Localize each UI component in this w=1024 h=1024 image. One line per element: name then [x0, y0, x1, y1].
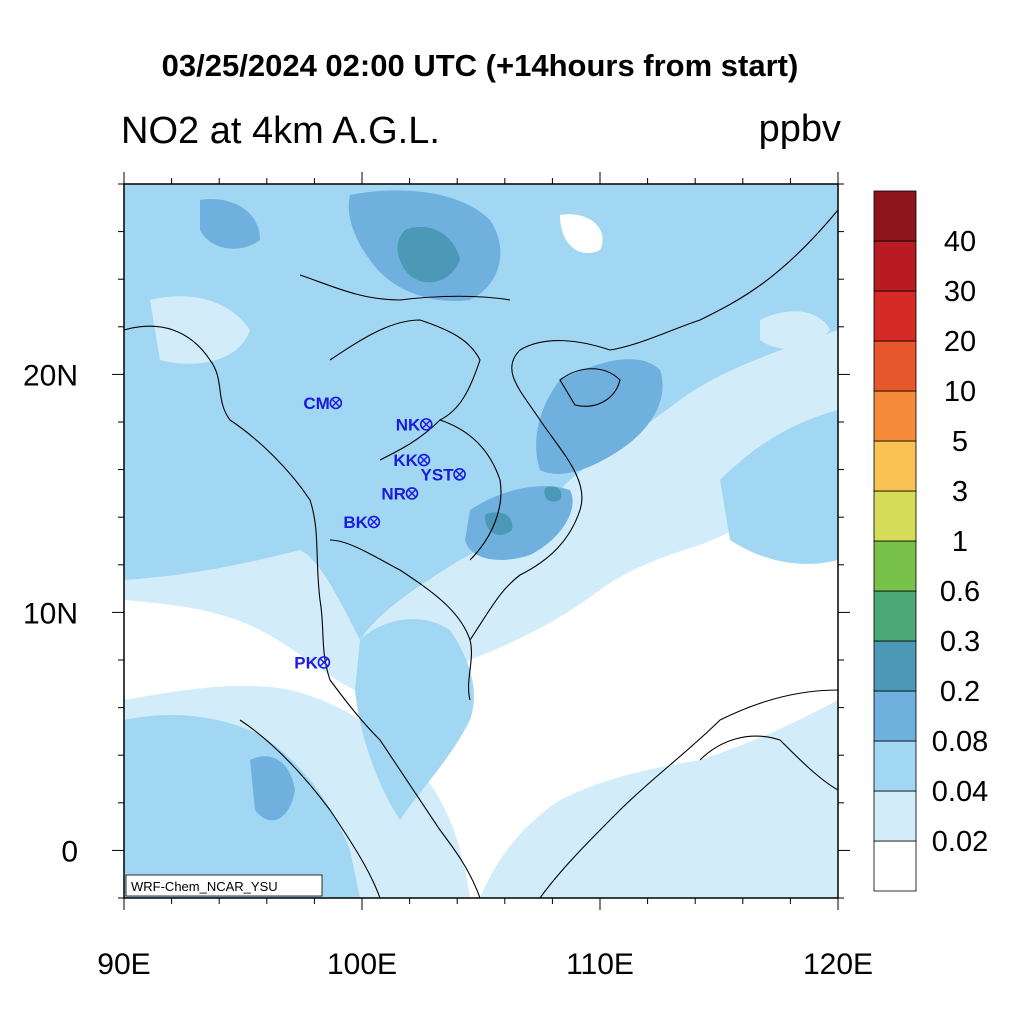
colorbar-label: 0.04 [932, 776, 988, 808]
colorbar-label: 20 [944, 326, 976, 358]
colorbar-bin [873, 690, 917, 742]
colorbar-bin [873, 640, 917, 692]
y-tick-label: 0 [61, 835, 78, 868]
station-label: NR [381, 484, 406, 503]
colorbar-label: 1 [952, 526, 968, 558]
colorbar-bin [873, 340, 917, 392]
map-title: 03/25/2024 02:00 UTC (+14hours from star… [161, 48, 799, 83]
colorbar-bin [873, 390, 917, 442]
variable-label: NO2 at 4km A.G.L. [121, 110, 440, 152]
colorbar-bin [873, 290, 917, 342]
station-nr: NR [381, 484, 419, 503]
station-label: PK [294, 653, 318, 672]
concentration-field [124, 184, 838, 898]
station-marker-icon [329, 396, 343, 410]
y-tick-label: 20N [23, 359, 78, 392]
colorbar-bin [873, 190, 917, 242]
colorbar-label: 5 [952, 426, 968, 458]
colorbar-bin [873, 740, 917, 792]
station-marker-icon [453, 468, 466, 481]
station-label: CM [303, 394, 329, 413]
colorbar-bin [873, 490, 917, 542]
x-tick-label: 100E [327, 948, 397, 981]
station-label: YST [421, 465, 455, 484]
colorbar-label: 0.08 [932, 726, 988, 758]
colorbar-label: 10 [944, 376, 976, 408]
colorbar-bin [873, 240, 917, 292]
station-label: BK [343, 513, 368, 532]
x-tick-label: 120E [803, 948, 873, 981]
station-marker-icon [317, 656, 331, 669]
longitude-labels: 90E 100E 110E 120E [97, 948, 873, 981]
colorbar: 0.02 0.04 0.08 0.2 0.3 0.6 1 3 5 10 20 30 40 [873, 190, 988, 892]
colorbar-label: 0.6 [940, 576, 980, 608]
station-label: NK [396, 415, 421, 434]
coastlines-borders [124, 209, 838, 898]
station-nk: NK [396, 415, 433, 434]
colorbar-label: 0.02 [932, 826, 988, 858]
station-kk: KK [393, 451, 431, 470]
station-marker-icon [367, 515, 381, 529]
colorbar-bin [873, 590, 917, 642]
station-cm: CM [303, 394, 343, 413]
station-yst: YST [421, 465, 466, 484]
colorbar-label: 0.3 [940, 626, 980, 658]
units-label: ppbv [758, 108, 841, 150]
map-frame [123, 183, 839, 899]
station-marker-icon [405, 487, 419, 500]
station-marker-icon [417, 453, 431, 467]
station-bk: BK [343, 513, 381, 532]
credit-text: WRF-Chem_NCAR_YSU [131, 879, 278, 894]
colorbar-bin [873, 440, 917, 492]
x-tick-label: 110E [566, 948, 634, 981]
y-tick-label: 10N [23, 597, 78, 630]
station-marker-icon [419, 418, 433, 431]
station-pk: PK [294, 653, 331, 672]
colorbar-label: 3 [952, 476, 968, 508]
colorbar-label: 0.2 [940, 676, 980, 708]
model-credit: WRF-Chem_NCAR_YSU [125, 874, 323, 897]
x-tick-label: 90E [97, 948, 150, 981]
latitude-labels: 0 10N 20N [23, 359, 78, 868]
station-label: KK [393, 451, 418, 470]
axis-ticks [112, 172, 850, 910]
colorbar-bin [873, 790, 917, 842]
colorbar-label: 40 [944, 226, 976, 258]
colorbar-bin [873, 840, 917, 892]
colorbar-bin [873, 540, 917, 592]
colorbar-label: 30 [944, 276, 976, 308]
